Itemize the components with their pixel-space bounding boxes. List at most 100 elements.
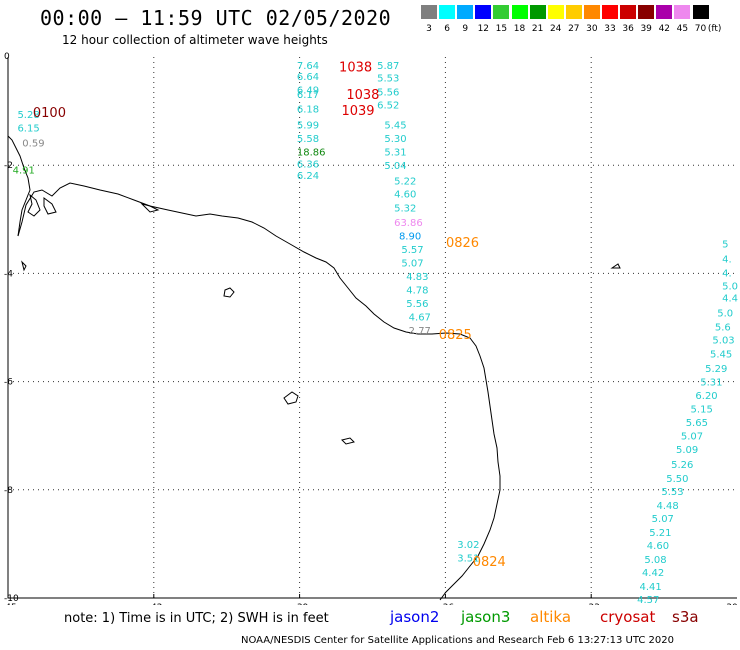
wave-height-value: 5.22	[394, 176, 416, 187]
wave-height-value: 3.51	[457, 553, 479, 564]
wave-height-value: 5.28	[17, 110, 39, 121]
wave-height-value: 6.17	[297, 90, 319, 101]
legend-swatch	[620, 5, 637, 19]
pass-time-label: 1038	[346, 88, 379, 103]
wave-height-value: 5.56	[377, 88, 399, 99]
wave-height-value: 5.26	[671, 460, 693, 471]
wave-height-value: 6.64	[297, 72, 319, 83]
wave-height-value: 4.4	[722, 294, 738, 305]
wave-height-value: 5.21	[649, 528, 671, 539]
legend-label: 36	[622, 24, 634, 34]
legend-swatch	[475, 5, 492, 19]
mainland-coast	[17, 182, 501, 601]
legend-swatch	[638, 5, 655, 19]
wave-height-value: 5.53	[661, 487, 683, 498]
legend-label: 42	[658, 24, 671, 34]
pass-time-label: 0100	[33, 106, 66, 121]
wave-height-value: 6.15	[17, 123, 39, 134]
island-1	[140, 203, 160, 213]
legend-swatch	[421, 5, 437, 19]
wave-height-value: 5.45	[384, 121, 406, 132]
maranhao-coast	[7, 135, 31, 237]
lat-tick-label: -10	[4, 594, 19, 604]
plot-frame	[7, 57, 737, 599]
wave-height-value: 5.45	[710, 349, 732, 360]
satellite-name: altika	[530, 608, 572, 626]
wave-height-value: 4.	[722, 268, 732, 279]
wave-height-value: 5.29	[705, 364, 727, 375]
legend-label: 33	[604, 24, 616, 34]
footer-credit: NOAA/NESDIS Center for Satellite Applica…	[241, 635, 674, 646]
wave-height-value: 4.48	[657, 501, 679, 512]
legend-swatch	[439, 5, 456, 19]
wave-height-value: 4.60	[647, 541, 669, 552]
wave-height-value: 18.86	[297, 148, 326, 159]
legend-label: 70	[694, 24, 707, 34]
wave-height-value: 7.64	[297, 61, 319, 72]
wave-height-value: 5	[722, 240, 728, 251]
wave-height-value: 8.90	[399, 232, 421, 243]
legend-label: 6	[444, 24, 450, 34]
wave-height-value: 5.65	[686, 418, 708, 429]
island-3	[283, 391, 299, 405]
legend-swatch	[583, 5, 600, 19]
wave-height-value: 3.02	[457, 540, 479, 551]
legend-swatch	[511, 5, 528, 19]
wave-height-observations: 7.646.646.496.176.185.995.5818.866.366.2…	[13, 61, 738, 605]
pass-time-label: 0825	[439, 328, 472, 343]
legend-swatch	[656, 5, 673, 19]
satellite-name: jason3	[461, 608, 511, 626]
wave-height-value: 6.24	[297, 171, 319, 182]
wave-height-value: 63.86	[394, 218, 423, 229]
wave-height-value: 5.6	[715, 322, 731, 333]
legend-unit: (ft)	[707, 24, 722, 34]
wave-height-value: 5.87	[377, 61, 399, 72]
wave-height-value: 5.99	[297, 121, 319, 132]
lon-tick-label: -39	[294, 603, 309, 605]
legend-label: 27	[568, 24, 580, 34]
lat-tick-label: 0	[4, 52, 10, 62]
legend-label: 3	[426, 24, 432, 34]
lat-tick-label: -4	[4, 269, 13, 279]
legend-swatch	[602, 5, 618, 19]
wave-height-value: 5.08	[644, 555, 666, 566]
wave-height-value: 5.57	[401, 245, 423, 256]
wave-height-value: 4.78	[406, 286, 428, 297]
wave-height-value: 5.07	[681, 432, 703, 443]
wave-height-value: 4.83	[406, 272, 428, 283]
legend-label: 12	[477, 24, 490, 34]
lon-tick-label: -45	[2, 603, 17, 605]
wave-height-value: 5.04	[384, 161, 406, 172]
wave-height-value: 5.09	[676, 445, 698, 456]
legend-swatch	[493, 5, 510, 19]
wave-height-value: 5.31	[384, 148, 406, 159]
legend-label: 30	[586, 24, 598, 34]
wave-height-value: 4.42	[642, 568, 664, 579]
note-text: note: 1) Time is in UTC; 2) SWH is in fe…	[64, 611, 329, 626]
legend-swatch	[547, 5, 564, 19]
pass-time-label: 0824	[473, 555, 506, 570]
lon-tick-label: -36	[439, 603, 454, 605]
wave-height-value: 5.30	[384, 134, 406, 145]
lon-tick-label: -42	[148, 603, 163, 605]
wave-height-value: 4.41	[640, 582, 662, 593]
satellite-name: cryosat	[600, 608, 656, 626]
wave-height-value: 5.58	[297, 134, 319, 145]
legend-label: 21	[531, 24, 544, 34]
bay-detail-2	[43, 197, 57, 215]
wave-height-value: 5.53	[377, 74, 399, 85]
wave-height-value: 6.36	[297, 160, 319, 171]
legend-label: 24	[549, 24, 562, 34]
lat-tick-label: -6	[4, 378, 13, 388]
lat-lon-grid	[7, 57, 737, 599]
page-subtitle: 12 hour collection of altimeter wave hei…	[62, 33, 328, 47]
legend-label: 45	[676, 24, 689, 34]
island-6	[21, 260, 27, 272]
legend-label: 15	[495, 24, 508, 34]
legend-label: 39	[640, 24, 652, 34]
pass-time-label: 0826	[446, 236, 479, 251]
wave-height-value: 4.67	[409, 313, 431, 324]
legend-swatch	[674, 5, 691, 19]
wave-height-value: 6.52	[377, 101, 399, 112]
